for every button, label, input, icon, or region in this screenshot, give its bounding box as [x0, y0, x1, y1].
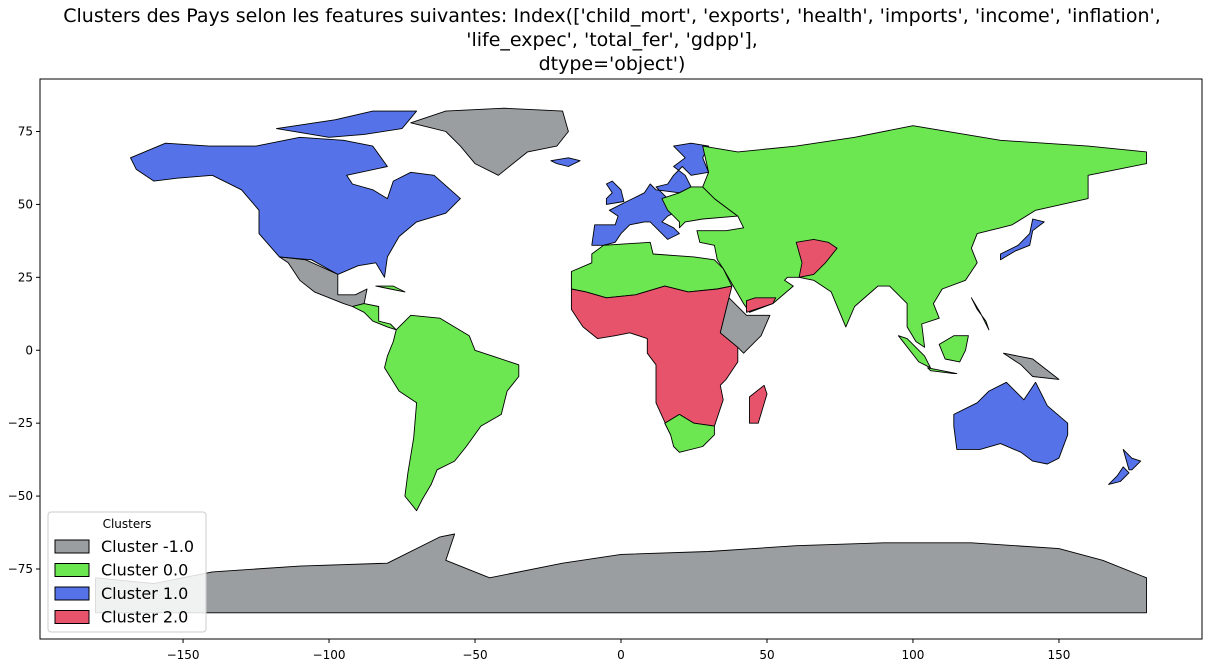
x-tick-label: 100 [902, 648, 925, 662]
legend-swatch [54, 563, 90, 577]
region-cluster-0.0-24 [927, 367, 958, 375]
y-tick-label: 50 [18, 197, 33, 211]
region-cluster-1.0-9 [605, 180, 625, 205]
region-cluster--1.0-26 [1003, 352, 1060, 380]
legend-entry-label: Cluster -1.0 [101, 537, 194, 556]
region-cluster-2.0-18 [746, 297, 777, 313]
x-axis: −150 −100 −50 0 50 100 150 [167, 639, 1070, 662]
y-tick-label: 0 [25, 343, 33, 357]
region-cluster-1.0-22 [1108, 466, 1130, 485]
region-cluster-1.0-20 [953, 381, 1069, 465]
region-cluster-0.0-27 [970, 297, 990, 331]
region-cluster-0.0-6 [384, 314, 520, 512]
region-cluster-0.0-5 [351, 303, 397, 331]
chart-title-line-3: dtype='object') [539, 53, 686, 75]
region-cluster-0.0-11 [696, 125, 1147, 348]
y-tick-label: −50 [8, 489, 33, 503]
legend-entry-label: Cluster 2.0 [101, 608, 188, 627]
region-cluster--1.0-14 [719, 297, 771, 354]
y-tick-label: 75 [18, 125, 33, 139]
y-tick-label: −25 [8, 416, 33, 430]
region-cluster-1.0-8 [591, 142, 710, 246]
legend-title: Clusters [103, 517, 152, 531]
y-axis: −75 −50 −25 0 25 50 75 [8, 125, 40, 576]
x-tick-label: 50 [759, 648, 774, 662]
y-tick-label: 25 [18, 270, 33, 284]
chart-title-line-1: Clusters des Pays selon les features sui… [63, 5, 1161, 27]
region-cluster-1.0-19 [1000, 218, 1045, 261]
region-cluster-0.0-7 [375, 285, 406, 293]
region-cluster-0.0-15 [664, 413, 715, 453]
region-cluster--1.0-28 [95, 533, 1147, 614]
region-cluster-1.0-1 [276, 110, 418, 138]
region-cluster-1.0-21 [1122, 448, 1142, 471]
region-cluster-0.0-23 [897, 335, 931, 369]
chart-title-line-2: 'life_expec', 'total_fer', 'gdpp'], [466, 29, 758, 51]
region-cluster-0.0-25 [938, 335, 969, 363]
y-tick-label: −75 [8, 562, 33, 576]
region-cluster-1.0-3 [550, 157, 581, 167]
x-tick-label: 150 [1047, 648, 1070, 662]
legend-entry-label: Cluster 1.0 [101, 584, 188, 603]
x-tick-label: −50 [462, 648, 487, 662]
x-tick-label: 0 [617, 648, 625, 662]
legend-swatch [54, 610, 90, 624]
region-cluster-2.0-16 [749, 384, 768, 424]
x-tick-label: −100 [313, 648, 346, 662]
region-cluster--1.0-2 [410, 107, 569, 176]
legend-swatch [54, 539, 90, 554]
legend-entry-label: Cluster 0.0 [101, 561, 188, 580]
x-tick-label: −150 [167, 648, 200, 662]
region-cluster-2.0-13 [570, 285, 739, 436]
legend-entries: Cluster -1.0 Cluster 0.0 Cluster 1.0 Cluste… [54, 537, 194, 627]
region-cluster-2.0-17 [795, 238, 838, 278]
region-cluster-0.0-12 [570, 241, 733, 299]
map-layer [95, 107, 1147, 614]
legend-swatch [54, 586, 90, 601]
region-cluster-1.0-0 [130, 136, 461, 278]
